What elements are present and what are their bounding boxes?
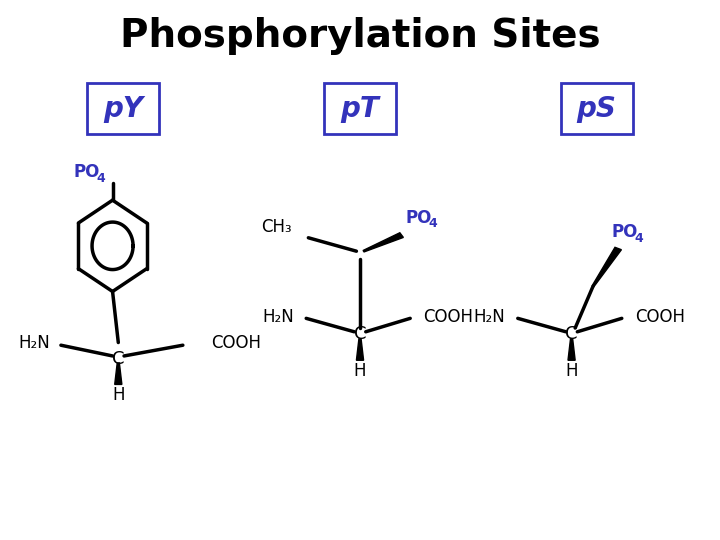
- Polygon shape: [114, 363, 122, 384]
- FancyBboxPatch shape: [561, 83, 633, 134]
- Text: CH₃: CH₃: [261, 218, 292, 236]
- Polygon shape: [592, 247, 621, 287]
- Text: PO: PO: [611, 224, 637, 241]
- Text: 4: 4: [635, 232, 644, 245]
- FancyBboxPatch shape: [87, 83, 159, 134]
- Polygon shape: [568, 339, 575, 360]
- Polygon shape: [356, 339, 364, 360]
- Text: 4: 4: [429, 217, 438, 230]
- Polygon shape: [363, 233, 403, 252]
- Text: COOH: COOH: [635, 308, 685, 326]
- Text: H: H: [565, 362, 578, 380]
- Text: pT: pT: [341, 95, 379, 123]
- Text: PO: PO: [405, 209, 431, 227]
- Text: H: H: [354, 362, 366, 380]
- Text: PO: PO: [73, 163, 99, 181]
- Text: C: C: [112, 349, 125, 368]
- Text: H₂N: H₂N: [19, 334, 50, 352]
- Text: H: H: [112, 386, 125, 404]
- Text: COOH: COOH: [212, 334, 261, 352]
- Text: C: C: [354, 326, 366, 343]
- Text: C: C: [565, 326, 578, 343]
- FancyBboxPatch shape: [324, 83, 396, 134]
- Text: Phosphorylation Sites: Phosphorylation Sites: [120, 17, 600, 55]
- Text: 4: 4: [96, 172, 106, 185]
- Text: pS: pS: [577, 95, 616, 123]
- Text: pY: pY: [103, 95, 143, 123]
- Text: H₂N: H₂N: [262, 308, 294, 326]
- Text: COOH: COOH: [423, 308, 473, 326]
- Text: H₂N: H₂N: [474, 308, 505, 326]
